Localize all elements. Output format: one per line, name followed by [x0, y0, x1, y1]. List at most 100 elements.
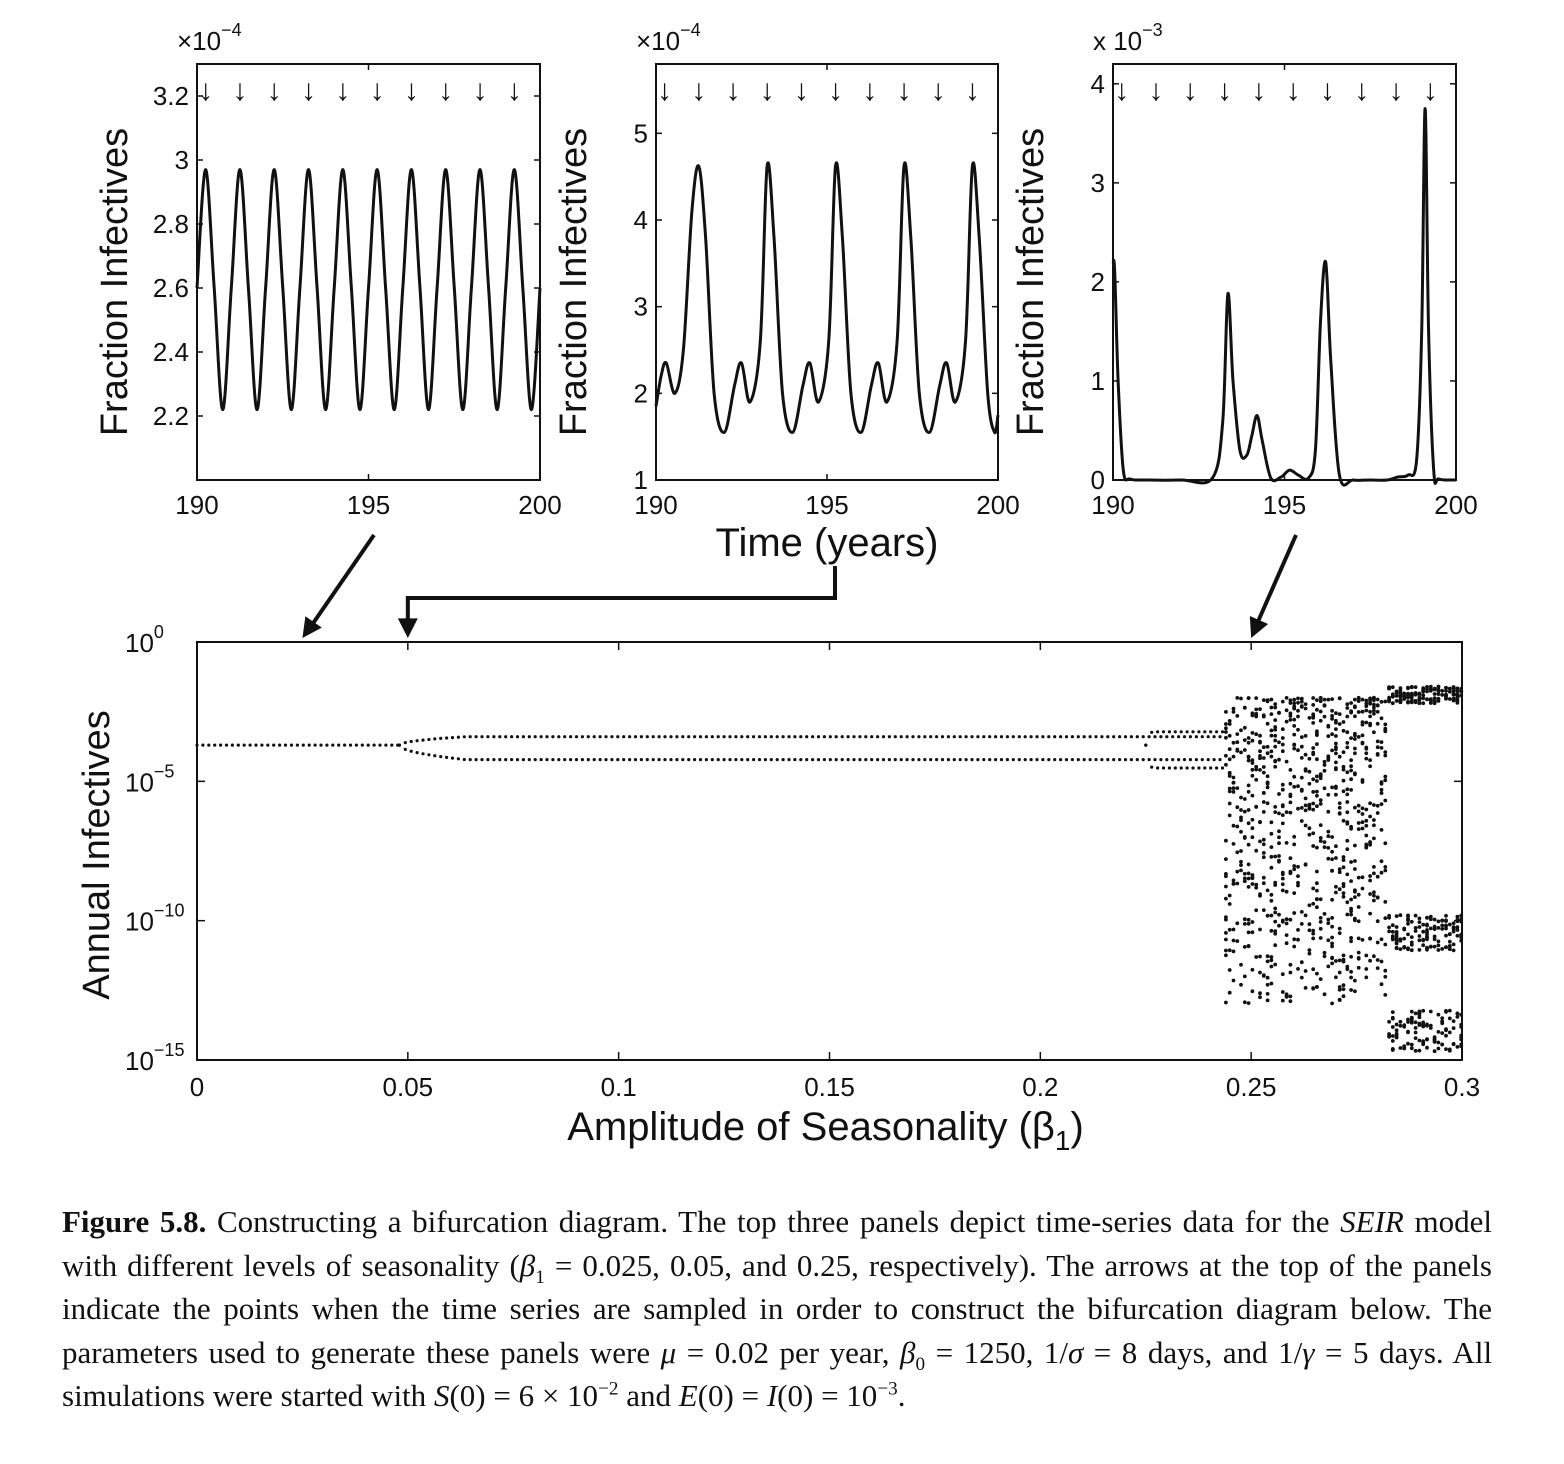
bifurcation-point	[1064, 758, 1069, 762]
bifurcation-point	[1425, 922, 1429, 927]
bifurcation-point	[1023, 735, 1027, 739]
bifurcation-point	[378, 743, 382, 747]
bifurcation-point	[1383, 865, 1388, 869]
x-tick-label: 200	[518, 490, 561, 520]
bifurcation-point	[1360, 709, 1365, 714]
bifurcation-point	[1360, 812, 1365, 816]
bifurcation-point	[1265, 954, 1270, 959]
bifurcation-point	[1372, 702, 1376, 707]
bifurcation-point	[521, 758, 526, 762]
bifurcation-point	[1345, 770, 1350, 775]
bifurcation-point	[1444, 689, 1448, 693]
bifurcation-point	[1428, 945, 1433, 949]
bifurcation-point	[1307, 802, 1312, 807]
bifurcation-point	[1280, 872, 1285, 877]
bifurcation-point	[1159, 735, 1163, 739]
bifurcation-point	[1288, 768, 1293, 772]
sample-arrow: ↓	[896, 74, 911, 107]
x-tick-label: 0.05	[383, 1072, 434, 1102]
bifurcation-point	[1227, 719, 1232, 723]
bifurcation-point	[504, 758, 508, 762]
pointer-arrow-a	[306, 533, 376, 632]
bifurcation-point	[1303, 734, 1308, 738]
bifurcation-point	[1311, 901, 1316, 906]
pointer-arrowhead	[397, 618, 418, 638]
bifurcation-point	[1277, 711, 1281, 715]
bifurcation-point	[970, 758, 974, 762]
bifurcation-point	[1390, 701, 1395, 706]
bifurcation-point	[1177, 758, 1181, 762]
bifurcation-point	[1153, 735, 1157, 739]
bifurcation-point	[1231, 790, 1236, 794]
bifurcation-point	[1047, 758, 1051, 762]
bifurcation-point	[1299, 744, 1304, 749]
bifurcation-point	[1246, 808, 1251, 812]
bifurcation-point	[1150, 765, 1154, 769]
bifurcation-point	[1345, 900, 1350, 905]
sample-arrow: ↓	[232, 74, 247, 107]
bifurcation-point	[1307, 826, 1312, 831]
bifurcation-point	[1265, 975, 1270, 980]
bifurcation-point	[1440, 1019, 1445, 1024]
bifurcation-point	[1409, 948, 1414, 953]
bifurcation-point	[1444, 913, 1448, 918]
bifurcation-point	[1375, 709, 1380, 714]
bifurcation-point	[645, 758, 649, 762]
bifurcation-point	[1326, 921, 1331, 926]
bifurcation-point	[1311, 801, 1316, 806]
bifurcation-point	[1436, 926, 1441, 930]
bifurcation-point	[1273, 854, 1278, 859]
bifurcation-point	[881, 735, 886, 739]
bifurcation-point	[1188, 758, 1192, 762]
bifurcation-point	[1455, 933, 1460, 938]
bifurcation-point	[1330, 935, 1334, 940]
bifurcation-point	[1421, 922, 1426, 927]
exponent-power: −3	[1142, 20, 1163, 40]
bifurcation-point	[1447, 1030, 1452, 1035]
bifurcation-point	[1440, 1031, 1445, 1035]
bifurcation-point	[1254, 805, 1259, 809]
bifurcation-point	[1258, 927, 1262, 932]
bifurcation-point	[1406, 1020, 1410, 1024]
bifurcation-point	[598, 735, 602, 739]
bifurcation-point	[1318, 709, 1323, 714]
bifurcation-point	[1250, 767, 1255, 772]
bifurcation-point	[876, 735, 880, 739]
bifurcation-point	[307, 743, 311, 747]
bifurcation-point	[1246, 754, 1251, 759]
bifurcation-point	[1315, 888, 1319, 893]
bifurcation-point	[793, 758, 797, 762]
bifurcation-point	[722, 758, 726, 762]
bifurcation-point	[669, 735, 673, 739]
bifurcation-point	[1364, 708, 1369, 713]
bifurcation-point	[1242, 725, 1247, 730]
bifurcation-point	[1070, 758, 1074, 762]
bifurcation-point	[1265, 721, 1270, 726]
bifurcation-point	[1364, 746, 1369, 751]
bifurcation-point	[1447, 932, 1452, 937]
bifurcation-point	[1265, 774, 1270, 779]
bifurcation-point	[1246, 871, 1251, 876]
bifurcation-point	[1315, 869, 1319, 874]
bifurcation-point	[1250, 876, 1255, 881]
bifurcation-point	[1372, 696, 1376, 701]
bifurcation-point	[1428, 1023, 1433, 1028]
bifurcation-point	[1349, 879, 1353, 883]
bifurcation-point	[1161, 766, 1166, 770]
bifurcation-point	[616, 758, 620, 762]
bifurcation-point	[1318, 977, 1323, 981]
y-axis-label: Fraction Infectives	[1010, 128, 1052, 436]
bifurcation-point	[1375, 703, 1380, 708]
x-axis-label: Amplitude of Seasonality (β1)	[567, 1105, 1084, 1156]
bifurcation-point	[1330, 697, 1334, 701]
bifurcation-point	[580, 758, 585, 762]
bifurcation-point	[834, 758, 838, 762]
bifurcation-point	[1451, 1019, 1456, 1023]
bifurcation-point	[1307, 928, 1312, 933]
bifurcation-point	[1326, 856, 1331, 861]
bifurcation-point	[1394, 1028, 1399, 1033]
bifurcation-point	[331, 743, 335, 747]
bifurcation-point	[1239, 795, 1243, 800]
bifurcation-point	[1368, 892, 1372, 896]
bifurcation-point	[752, 758, 756, 762]
